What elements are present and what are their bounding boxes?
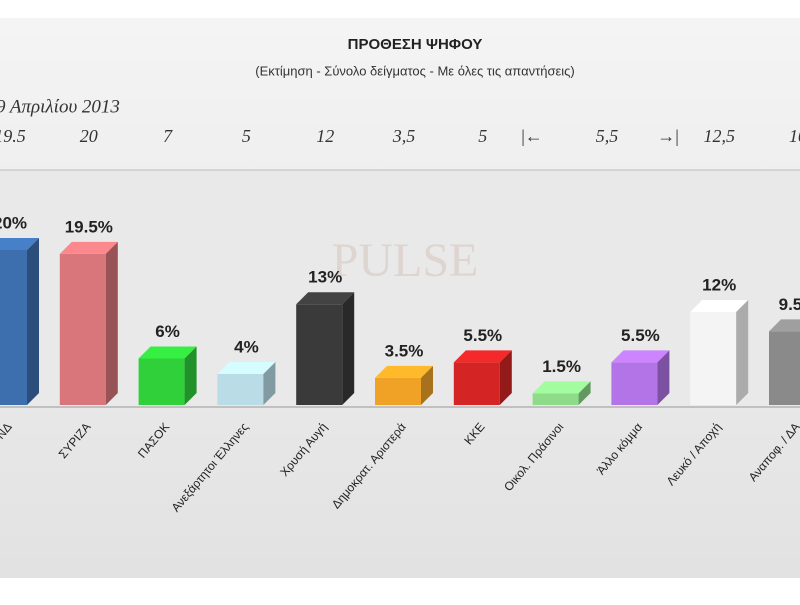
value-label: 12% xyxy=(702,275,736,294)
value-label: 5.5% xyxy=(621,326,660,345)
bar xyxy=(0,250,27,405)
bar xyxy=(532,393,579,405)
bar xyxy=(769,331,800,405)
value-label: 9.5% xyxy=(779,295,800,314)
bar-side xyxy=(342,292,355,405)
bar xyxy=(611,362,658,405)
watermark: PULSE xyxy=(332,234,479,287)
chart-title: ΠΡΟΘΕΣΗ ΨΗΦΟΥ xyxy=(348,36,483,53)
range-mark: |← xyxy=(521,126,543,146)
bar-top xyxy=(296,292,355,305)
bar-top xyxy=(375,365,433,378)
chart-subtitle: (Εκτίμηση - Σύνολο δείγματος - Με όλες τ… xyxy=(255,63,575,78)
comparison-value: 10 xyxy=(789,126,800,146)
comparison-value: 5 xyxy=(478,126,487,146)
value-label: 19.5% xyxy=(65,217,113,236)
bar xyxy=(217,374,264,405)
bar-top xyxy=(0,238,39,250)
comparison-label: 9 Απριλίου 2013 xyxy=(0,96,120,117)
bar-side xyxy=(27,238,39,405)
range-mark: →| xyxy=(657,126,679,146)
comparison-value: 7 xyxy=(163,126,173,146)
value-label: 1.5% xyxy=(542,357,581,376)
bar-top xyxy=(453,350,512,363)
bar-top xyxy=(690,300,749,312)
bar-side xyxy=(736,300,749,405)
bar xyxy=(296,304,343,405)
bar-top xyxy=(217,362,276,374)
comparison-value: 5 xyxy=(242,126,251,146)
comparison-value: 12,5 xyxy=(703,126,735,146)
bar xyxy=(453,362,500,405)
value-label: 6% xyxy=(155,322,180,341)
comparison-value: 3,5 xyxy=(392,126,416,146)
bar-top xyxy=(532,381,591,394)
bar-side xyxy=(657,350,670,405)
bar xyxy=(59,253,106,405)
bar-side xyxy=(421,365,433,405)
bar-side xyxy=(578,381,591,405)
bar-top xyxy=(769,319,800,332)
bar-top xyxy=(138,346,197,359)
bar-side xyxy=(263,362,276,405)
bar-top xyxy=(59,241,118,254)
value-label: 3.5% xyxy=(385,341,424,360)
bar xyxy=(690,312,737,405)
bar xyxy=(138,358,185,405)
comparison-value: 19.5 xyxy=(0,126,26,146)
bar-side xyxy=(105,241,118,405)
bar-side xyxy=(499,350,512,405)
comparison-value: 20 xyxy=(80,126,98,146)
value-label: 13% xyxy=(308,268,342,287)
value-label: 20% xyxy=(0,213,27,232)
bar xyxy=(375,377,421,405)
comparison-value: 12 xyxy=(316,126,334,146)
bar-top xyxy=(611,350,670,363)
bar-side xyxy=(184,346,197,405)
value-label: 5.5% xyxy=(463,326,502,345)
comparison-value: 5,5 xyxy=(596,126,619,146)
value-label: 4% xyxy=(234,337,259,356)
